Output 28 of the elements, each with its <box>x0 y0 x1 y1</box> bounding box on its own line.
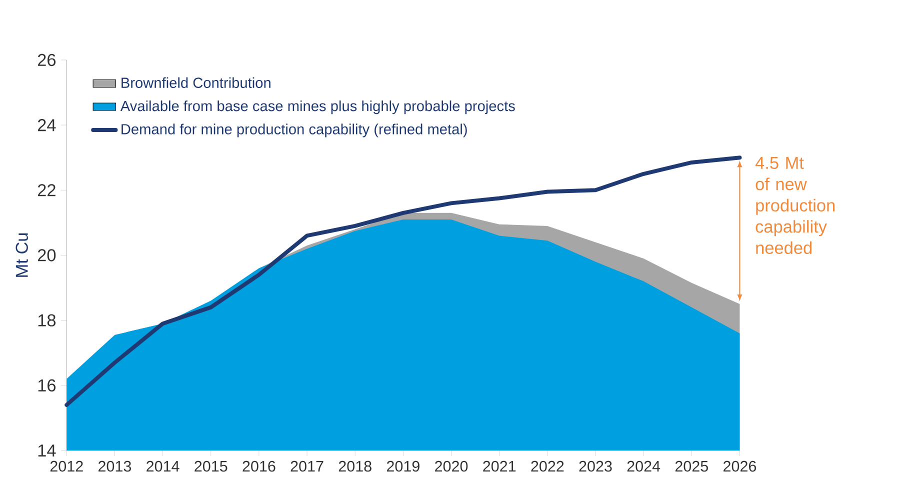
x-tick-label: 2013 <box>98 460 132 472</box>
line-series <box>64 155 742 407</box>
y-tick-label: 14 <box>38 444 56 456</box>
x-tick-label: 2024 <box>627 460 660 472</box>
x-tick-label: 2019 <box>386 460 420 472</box>
y-tick-label: 16 <box>38 379 56 392</box>
x-tick-label: 2017 <box>290 460 324 472</box>
x-tick-label: 2018 <box>338 460 372 472</box>
x-tick-label: 2015 <box>194 460 228 472</box>
y-tick-label: 26 <box>38 54 56 66</box>
legend-label: Available from base case mines plus highly probable projects <box>120 100 515 114</box>
x-tick-label: 2026 <box>724 460 756 472</box>
y-tick-label: 22 <box>38 184 56 196</box>
x-tick-label: 2023 <box>579 460 612 472</box>
x-tick-label: 2020 <box>435 460 468 472</box>
y-axis-title: Mt Cu <box>16 233 28 277</box>
x-tick-label: 2012 <box>50 460 83 472</box>
x-tick-label: 2014 <box>146 460 180 472</box>
y-tick-label: 18 <box>38 314 56 326</box>
x-tick-label: 2016 <box>242 460 276 472</box>
legend-label: Brownfield Contribution <box>122 77 270 88</box>
legend-label: Demand for mine production capability (refined metal) <box>122 123 467 138</box>
x-tick-label: 2021 <box>483 460 516 472</box>
x-tick-label: 2022 <box>531 460 564 472</box>
x-tick-label: 2025 <box>675 460 708 472</box>
y-tick-label: 20 <box>38 248 56 262</box>
y-tick-label: 24 <box>38 118 56 131</box>
text: 4.5 Mt of new production capability needed <box>755 156 835 254</box>
